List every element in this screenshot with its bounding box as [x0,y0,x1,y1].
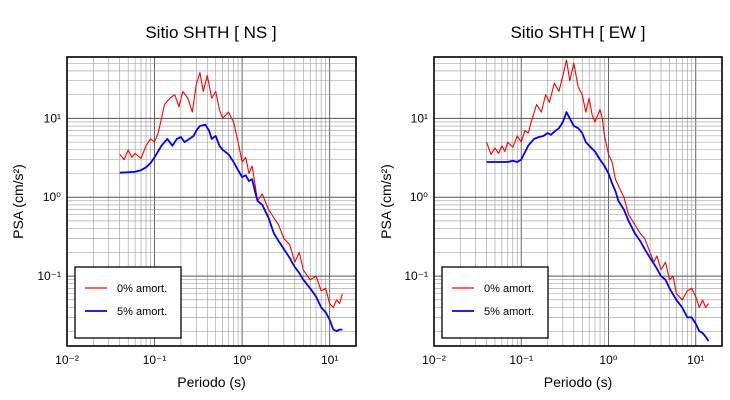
x-tick-label: 10¹ [687,353,704,367]
chart-title: Sitio SHTH [ EW ] [510,23,645,42]
chart-panel-2: Sitio SHTH [ EW ] 10⁻² 10⁻¹ 10⁰ 10¹ 10⁻¹ 10⁰ 10… [378,23,723,390]
x-tick-label: 10⁰ [233,353,251,367]
x-tick-label: 10¹ [321,353,338,367]
y-tick-label: 10⁰ [410,190,428,204]
x-tick-label: 10⁻² [422,353,446,367]
legend-label: 5% amort. [117,306,167,318]
x-axis-label: Periodo (s) [177,374,245,390]
chart-title: Sitio SHTH [ NS ] [145,23,276,42]
y-axis-label: PSA (cm/s²) [10,164,26,239]
series-line-damped [119,123,343,333]
x-tick-label: 10⁻¹ [509,353,533,367]
y-tick-label: 10¹ [44,111,61,125]
x-tick-label: 10⁻² [55,353,79,367]
series-line-undamped [119,72,343,309]
legend: 0% amort. 5% amort. [74,266,182,339]
legend-box [441,266,549,339]
x-tick-label: 10⁻¹ [143,353,167,367]
x-tick-label: 10⁰ [599,353,617,367]
chart-panel-1: Sitio SHTH [ NS ] 10⁻² 10⁻¹ 10⁰ 10¹ 10⁻¹ 10⁰ 10… [10,23,357,390]
y-tick-label: 10⁻¹ [404,269,428,283]
legend-label: 0% amort. [484,283,534,295]
series-line-damped [486,111,710,342]
series-line-undamped [485,59,709,309]
legend: 0% amort. 5% amort. [441,266,549,339]
y-tick-label: 10⁻¹ [37,269,61,283]
legend-label: 5% amort. [484,306,534,318]
y-tick-label: 10⁰ [43,190,61,204]
legend-label: 0% amort. [117,283,167,295]
y-axis-label: PSA (cm/s²) [378,164,394,239]
y-tick-label: 10¹ [411,111,428,125]
plot-frame [66,56,357,347]
x-axis-label: Periodo (s) [544,374,612,390]
plot-frame [433,56,723,347]
legend-box [74,266,182,339]
